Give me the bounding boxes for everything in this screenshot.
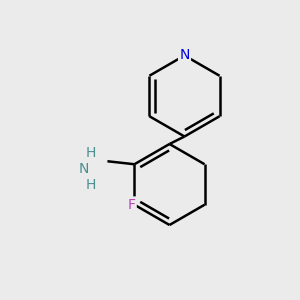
- Text: H: H: [86, 146, 96, 160]
- Text: N: N: [179, 49, 190, 62]
- Text: N: N: [78, 162, 88, 176]
- Text: F: F: [128, 198, 135, 212]
- Text: H: H: [86, 178, 96, 192]
